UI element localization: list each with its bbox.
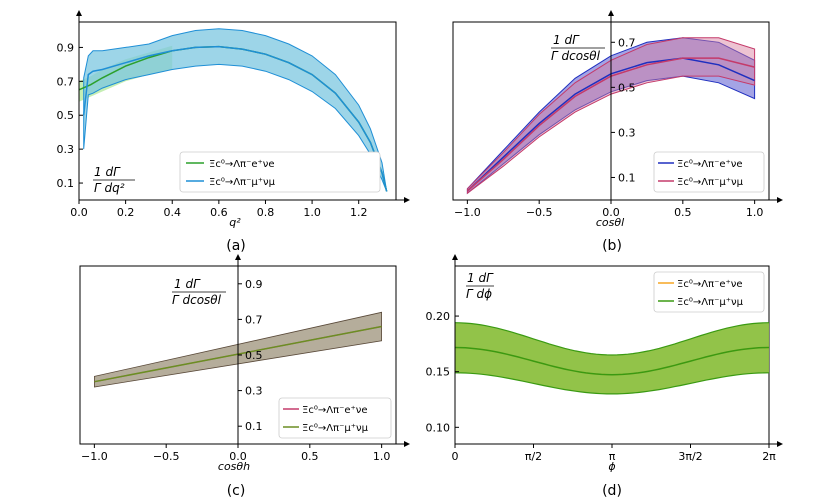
panel-a-ytick-label-3: 0.7 (57, 75, 75, 88)
panel-d-ytick-label-2: 0.20 (426, 310, 451, 323)
legend-b: Ξc⁰→Λπ⁻e⁺νe Ξc⁰→Λπ⁻μ⁺νμ (653, 151, 765, 193)
panel-b-ytick-label-1: 0.3 (618, 126, 636, 139)
panel-b-xtick-label-2: 0.0 (602, 206, 620, 219)
legend-c-label-mu: Ξc⁰→Λπ⁻μ⁺νμ (302, 423, 369, 434)
legend-c: Ξc⁰→Λπ⁻e⁺νe Ξc⁰→Λπ⁻μ⁺νμ (278, 397, 392, 439)
panel-c: −1.0 −0.5 0.0 0.5 1.0 0.1 0.3 0.5 0.7 0.9 (80, 254, 410, 463)
panel-d-xtick-label-2: π (609, 450, 616, 463)
ylabel-b-num: 1 dΓ (553, 33, 580, 47)
panel-a-band-mu (83, 28, 388, 192)
panel-a-xtick-label-5: 1.0 (303, 206, 321, 219)
panel-a-line-mu (82, 45, 388, 192)
xlabel-b: cosθl (596, 216, 624, 229)
panel-c-ytick-label-3: 0.7 (245, 313, 263, 326)
panel-d-x-axis-arrowhead (777, 441, 783, 447)
ylabel-b-den: Γ dcosθl (551, 49, 601, 63)
panel-a: 0.0 0.2 0.4 0.6 0.8 1.0 1.2 0.1 0.3 0.5 0.7 0.9 (57, 10, 410, 219)
panel-b-xtick-label-1: −0.5 (526, 206, 553, 219)
panel-d-xtick-label-1: π/2 (525, 450, 542, 463)
panel-c-x-axis-arrowhead (404, 441, 410, 447)
panel-c-ytick-label-0: 0.1 (245, 420, 263, 433)
legend-d-label-e: Ξc⁰→Λπ⁻e⁺νe (677, 279, 743, 290)
panel-d-xtick-label-4: 2π (762, 450, 776, 463)
legend-a: Ξc⁰→Λπ⁻e⁺νe Ξc⁰→Λπ⁻μ⁺νμ (179, 151, 381, 193)
ylabel-c-num: 1 dΓ (174, 277, 201, 291)
panel-b-ytick-label-3: 0.7 (618, 36, 636, 49)
panel-c-xtick-label-2: 0.0 (229, 450, 247, 463)
panel-b-xtick-label-4: 1.0 (746, 206, 764, 219)
panel-a-ytick-label-1: 0.3 (57, 143, 75, 156)
xlabel-a: q² (229, 216, 241, 229)
xlabel-c: cosθh (218, 460, 250, 473)
panel-b-x-axis-arrowhead (777, 197, 783, 203)
panel-c-xtick-label-4: 1.0 (373, 450, 391, 463)
ylabel-d-den: Γ dϕ (466, 287, 492, 301)
legend-a-label-mu: Ξc⁰→Λπ⁻μ⁺νμ (209, 177, 276, 188)
legend-b-label-mu: Ξc⁰→Λπ⁻μ⁺νμ (677, 177, 744, 188)
panel-b-xtick-label-0: −1.0 (454, 206, 481, 219)
panel-c-xtick-label-0: −1.0 (81, 450, 108, 463)
caption-d: (d) (602, 483, 622, 499)
legend-c-label-e: Ξc⁰→Λπ⁻e⁺νe (302, 405, 368, 416)
panel-d-xtick-label-0: 0 (452, 450, 459, 463)
panel-c-ytick-label-4: 0.9 (245, 278, 263, 291)
panel-d: 0 π/2 π 3π/2 2π 0.10 0.15 0.20 (426, 254, 783, 463)
ylabel-a-den: Γ dq² (94, 181, 125, 195)
panel-a-xtick-label-6: 1.2 (350, 206, 368, 219)
panel-c-ytick-label-1: 0.3 (245, 385, 263, 398)
panel-d-ytick-label-1: 0.15 (426, 366, 451, 379)
legend-d-label-mu: Ξc⁰→Λπ⁻μ⁺νμ (677, 297, 744, 308)
panel-a-y-axis-arrowhead (76, 10, 82, 16)
panel-c-xtick-label-1: −0.5 (153, 450, 180, 463)
ylabel-c-den: Γ dcosθl (172, 293, 222, 307)
panel-a-ytick-label-0: 0.1 (57, 177, 75, 190)
ylabel-d-num: 1 dΓ (467, 271, 494, 285)
panel-b-ytick-label-2: 0.5 (618, 81, 636, 94)
caption-c: (c) (227, 483, 246, 499)
panel-a-ytick-label-2: 0.5 (57, 109, 75, 122)
panel-b-ytick-label-0: 0.1 (618, 171, 636, 184)
panel-d-y-axis-arrowhead (452, 254, 458, 260)
panel-c-xtick-label-3: 0.5 (301, 450, 319, 463)
panel-a-xtick-label-3: 0.6 (210, 206, 228, 219)
panel-b: −1.0 −0.5 0.0 0.5 1.0 0.1 0.3 0.5 0.7 (453, 10, 783, 219)
caption-a: (a) (226, 238, 246, 254)
panel-a-ytick-label-4: 0.9 (57, 41, 75, 54)
panel-a-x-axis-arrowhead (404, 197, 410, 203)
panel-a-xtick-label-2: 0.4 (163, 206, 181, 219)
caption-b: (b) (602, 238, 622, 254)
panel-c-ytick-label-2: 0.5 (245, 349, 263, 362)
panel-d-line-mu (454, 346, 770, 376)
ylabel-a-num: 1 dΓ (94, 165, 121, 179)
panel-d-band-lower-edge (454, 372, 770, 395)
panel-c-y-axis-arrowhead (235, 254, 241, 260)
panel-d-band-mu (455, 322, 769, 394)
legend-b-label-e: Ξc⁰→Λπ⁻e⁺νe (677, 159, 743, 170)
panel-a-xtick-label-1: 0.2 (117, 206, 135, 219)
legend-a-label-e: Ξc⁰→Λπ⁻e⁺νe (209, 159, 275, 170)
panel-a-xtick-label-4: 0.8 (257, 206, 275, 219)
panel-b-y-axis-arrowhead (608, 10, 614, 16)
panel-a-xtick-label-0: 0.0 (70, 206, 88, 219)
panel-d-xtick-label-3: 3π/2 (678, 450, 702, 463)
panel-d-ytick-label-0: 0.10 (426, 421, 451, 434)
panel-d-band-upper-edge (454, 322, 770, 356)
xlabel-d: ϕ (608, 460, 615, 473)
panel-b-xtick-label-3: 0.5 (674, 206, 692, 219)
legend-d: Ξc⁰→Λπ⁻e⁺νe Ξc⁰→Λπ⁻μ⁺νμ (653, 271, 765, 313)
